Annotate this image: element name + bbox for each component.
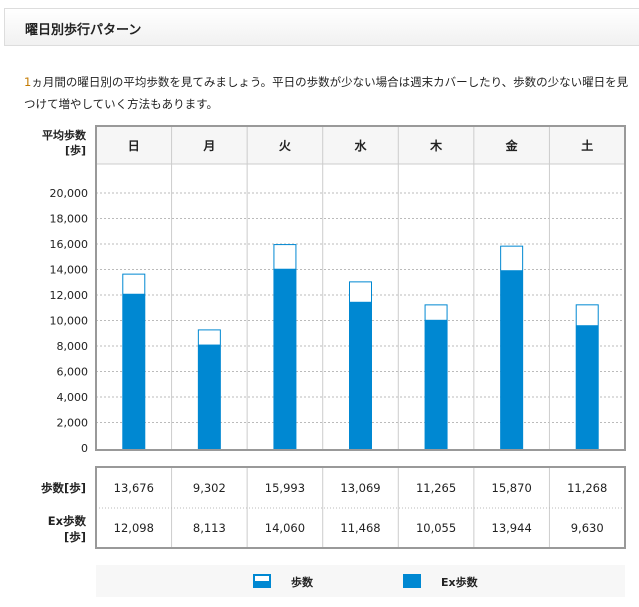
y-tick-label: 16,000 — [50, 238, 89, 251]
table-cell: 15,870 — [492, 481, 532, 495]
table-frame — [95, 466, 626, 549]
bar-ex-steps — [273, 268, 296, 448]
section-header: 曜日別歩行パターン — [4, 8, 639, 46]
section-title: 曜日別歩行パターン — [25, 23, 142, 38]
description: 1ヵ月間の曜日別の平均歩数を見てみましょう。平日の歩数が少ない場合は週末カバーし… — [24, 71, 634, 115]
category-label: 木 — [429, 138, 443, 153]
bar-ex-steps — [576, 325, 599, 448]
y-tick-label: 10,000 — [50, 315, 89, 328]
legend-label-steps: 歩数 — [291, 576, 313, 589]
bar-ex-steps — [198, 344, 221, 448]
category-label: 水 — [354, 138, 367, 153]
y-tick-label: 2,000 — [57, 417, 89, 430]
table-cell: 13,069 — [340, 481, 380, 495]
row-label-ex-steps-unit: [歩] — [64, 530, 86, 544]
y-tick-label: 8,000 — [57, 340, 89, 353]
bar-ex-steps — [425, 319, 448, 448]
header-row-bg — [96, 126, 625, 164]
y-tick-label: 12,000 — [50, 289, 89, 302]
legend-swatch-ex-steps — [403, 574, 421, 588]
table-cell: 13,944 — [492, 521, 532, 535]
table-cell: 14,060 — [265, 521, 305, 535]
category-label: 金 — [505, 138, 519, 153]
table-cell: 12,098 — [114, 521, 154, 535]
y-tick-label: 18,000 — [50, 213, 89, 226]
description-lead: 1 — [24, 75, 32, 89]
bar-ex-steps — [500, 270, 523, 448]
legend: 歩数 Ex歩数 — [96, 565, 625, 597]
row-label-steps: 歩数[歩] — [41, 481, 86, 495]
table-cell: 11,468 — [340, 521, 380, 535]
table-cell: 15,993 — [265, 481, 305, 495]
y-tick-label: 6,000 — [57, 366, 89, 379]
table-cell: 9,630 — [571, 521, 604, 535]
table-cell: 8,113 — [193, 521, 226, 535]
category-label: 火 — [279, 139, 292, 153]
y-tick-label: 20,000 — [50, 187, 89, 200]
description-text: ヵ月間の曜日別の平均歩数を見てみましょう。平日の歩数が少ない場合は週末カバーした… — [24, 75, 629, 111]
category-label: 日 — [128, 139, 140, 153]
table-cell: 9,302 — [193, 481, 226, 495]
table-cell: 11,268 — [567, 481, 607, 495]
table-cell: 10,055 — [416, 521, 456, 535]
table-cell: 11,265 — [416, 481, 456, 495]
y-axis-label: 平均歩数 [歩] — [42, 129, 86, 157]
table-cell: 13,676 — [114, 481, 154, 495]
chart-frame — [95, 125, 626, 451]
row-label-ex-steps: Ex歩数 — [48, 514, 87, 528]
legend-label-ex-steps: Ex歩数 — [441, 576, 478, 589]
legend-swatch-steps — [253, 574, 271, 588]
bar-ex-steps — [122, 293, 145, 448]
category-label: 月 — [202, 139, 215, 153]
y-tick-label: 14,000 — [50, 264, 89, 277]
category-label: 土 — [581, 138, 593, 153]
y-tick-label: 0 — [81, 442, 88, 455]
y-tick-label: 4,000 — [57, 391, 89, 404]
bar-ex-steps — [349, 301, 372, 448]
